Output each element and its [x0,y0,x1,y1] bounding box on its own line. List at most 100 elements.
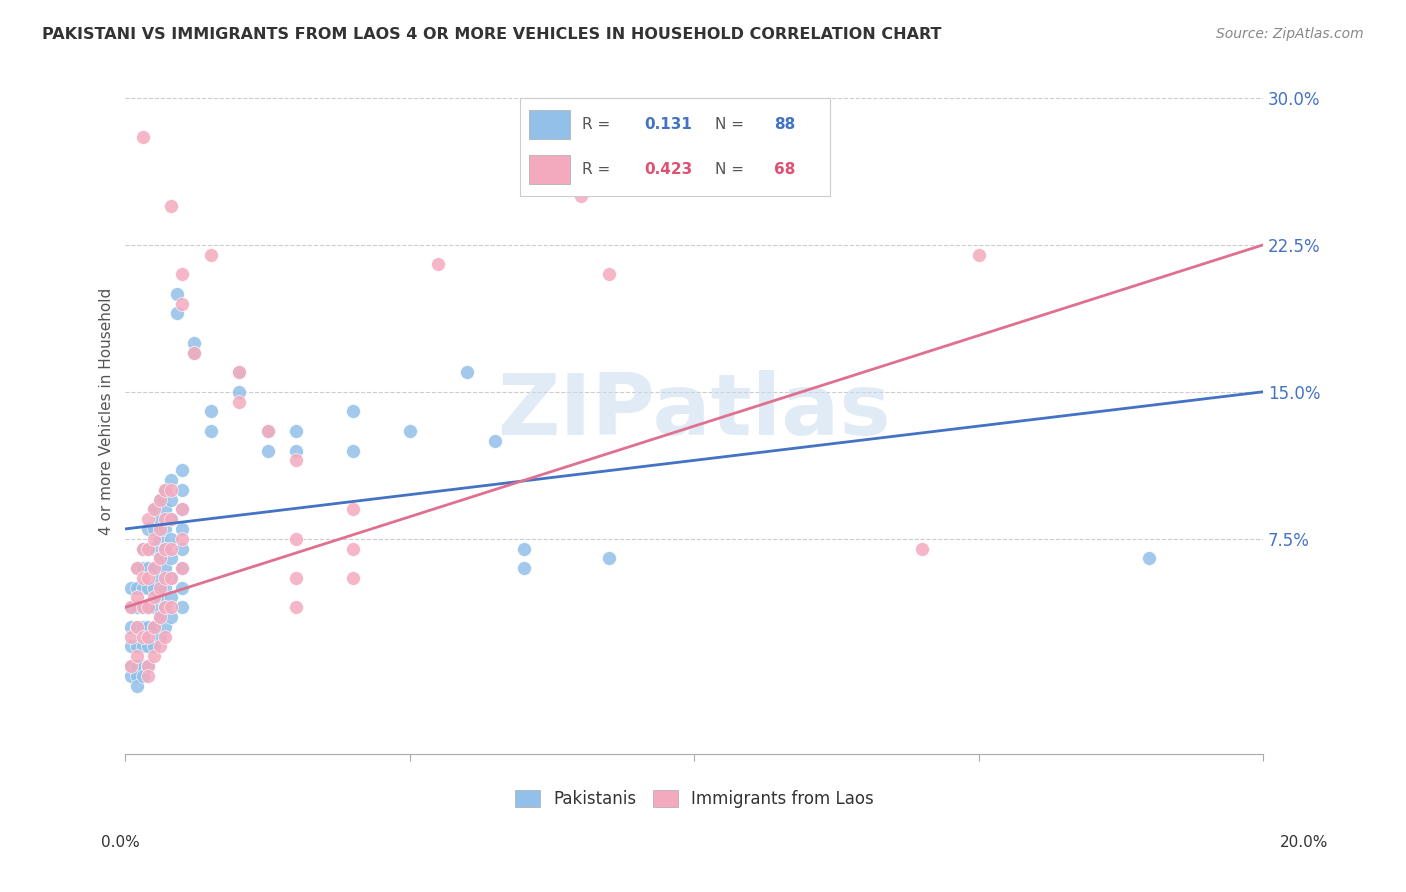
Point [598,551,620,566]
FancyBboxPatch shape [530,155,569,185]
Point [155,541,177,556]
Point [285,443,308,458]
Point [120,659,142,673]
Point [342,443,364,458]
Text: 0.0%: 0.0% [101,836,141,850]
Point [125,620,148,634]
Text: N =: N = [716,117,749,132]
Point [149,492,172,507]
Point [285,600,308,615]
Point [136,541,159,556]
Point [125,659,148,673]
Text: 20.0%: 20.0% [1281,836,1329,850]
Text: N =: N = [716,162,749,178]
Point [155,502,177,516]
Point [256,424,278,438]
Point [125,591,148,605]
Point [136,600,159,615]
Point [149,571,172,585]
Point [342,502,364,516]
Point [142,541,165,556]
Point [399,424,422,438]
Point [142,522,165,536]
Point [142,640,165,654]
FancyBboxPatch shape [530,110,569,139]
Point [155,561,177,575]
Point [166,306,188,320]
Point [120,600,142,615]
Point [131,669,153,683]
Point [142,561,165,575]
Point [120,581,142,595]
Text: 0.131: 0.131 [644,117,692,132]
Point [149,551,172,566]
Point [131,541,153,556]
Legend: Pakistanis, Immigrants from Laos: Pakistanis, Immigrants from Laos [508,783,880,814]
Point [342,571,364,585]
Text: ZIPatlas: ZIPatlas [498,370,891,453]
Point [172,581,194,595]
Point [136,581,159,595]
Point [172,600,194,615]
Point [228,365,250,379]
Point [456,365,478,379]
Point [911,541,934,556]
Point [160,610,183,624]
Point [125,640,148,654]
Point [160,483,183,497]
Text: 68: 68 [773,162,796,178]
Point [172,267,194,281]
Point [160,571,183,585]
Point [142,600,165,615]
Point [172,561,194,575]
Point [125,679,148,693]
Point [125,600,148,615]
Point [131,630,153,644]
Point [155,630,177,644]
Point [149,522,172,536]
Point [136,659,159,673]
Point [142,649,165,664]
Point [136,600,159,615]
Point [142,532,165,546]
Point [149,532,172,546]
Text: Source: ZipAtlas.com: Source: ZipAtlas.com [1216,27,1364,41]
Point [136,620,159,634]
Point [172,541,194,556]
Point [131,561,153,575]
Point [598,267,620,281]
Point [183,345,205,359]
Point [569,189,592,203]
Point [136,640,159,654]
Point [131,600,153,615]
Point [285,424,308,438]
Point [120,630,142,644]
Point [149,581,172,595]
Point [967,247,990,261]
Point [120,620,142,634]
Point [160,492,183,507]
Point [131,581,153,595]
Point [155,581,177,595]
Point [136,571,159,585]
Point [149,640,172,654]
Point [125,561,148,575]
Point [1139,551,1161,566]
Point [512,541,534,556]
Point [155,512,177,526]
Point [172,532,194,546]
Point [172,502,194,516]
Point [256,443,278,458]
Point [136,561,159,575]
Point [125,669,148,683]
Point [172,561,194,575]
Point [228,384,250,399]
Point [285,532,308,546]
Point [160,541,183,556]
Point [172,483,194,497]
Point [142,581,165,595]
Point [228,365,250,379]
Point [136,512,159,526]
Point [285,453,308,467]
Point [149,551,172,566]
